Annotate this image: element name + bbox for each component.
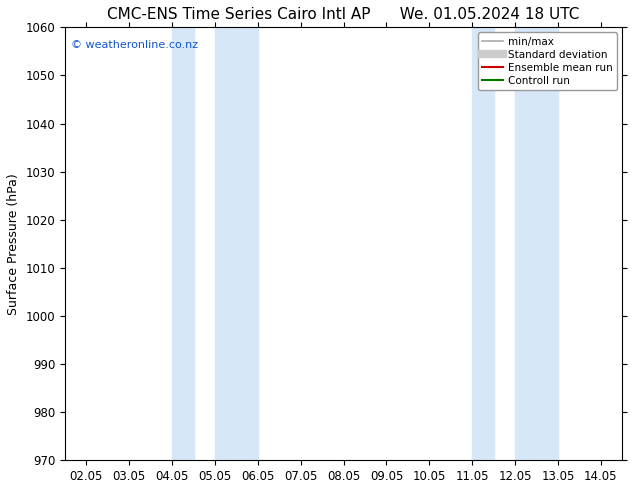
Y-axis label: Surface Pressure (hPa): Surface Pressure (hPa): [7, 173, 20, 315]
Title: CMC-ENS Time Series Cairo Intl AP      We. 01.05.2024 18 UTC: CMC-ENS Time Series Cairo Intl AP We. 01…: [107, 7, 579, 22]
Legend: min/max, Standard deviation, Ensemble mean run, Controll run: min/max, Standard deviation, Ensemble me…: [478, 32, 617, 90]
Text: © weatheronline.co.nz: © weatheronline.co.nz: [70, 40, 198, 50]
Bar: [472, 27, 494, 460]
Bar: [172, 27, 193, 460]
Bar: [215, 27, 258, 460]
Bar: [515, 27, 558, 460]
